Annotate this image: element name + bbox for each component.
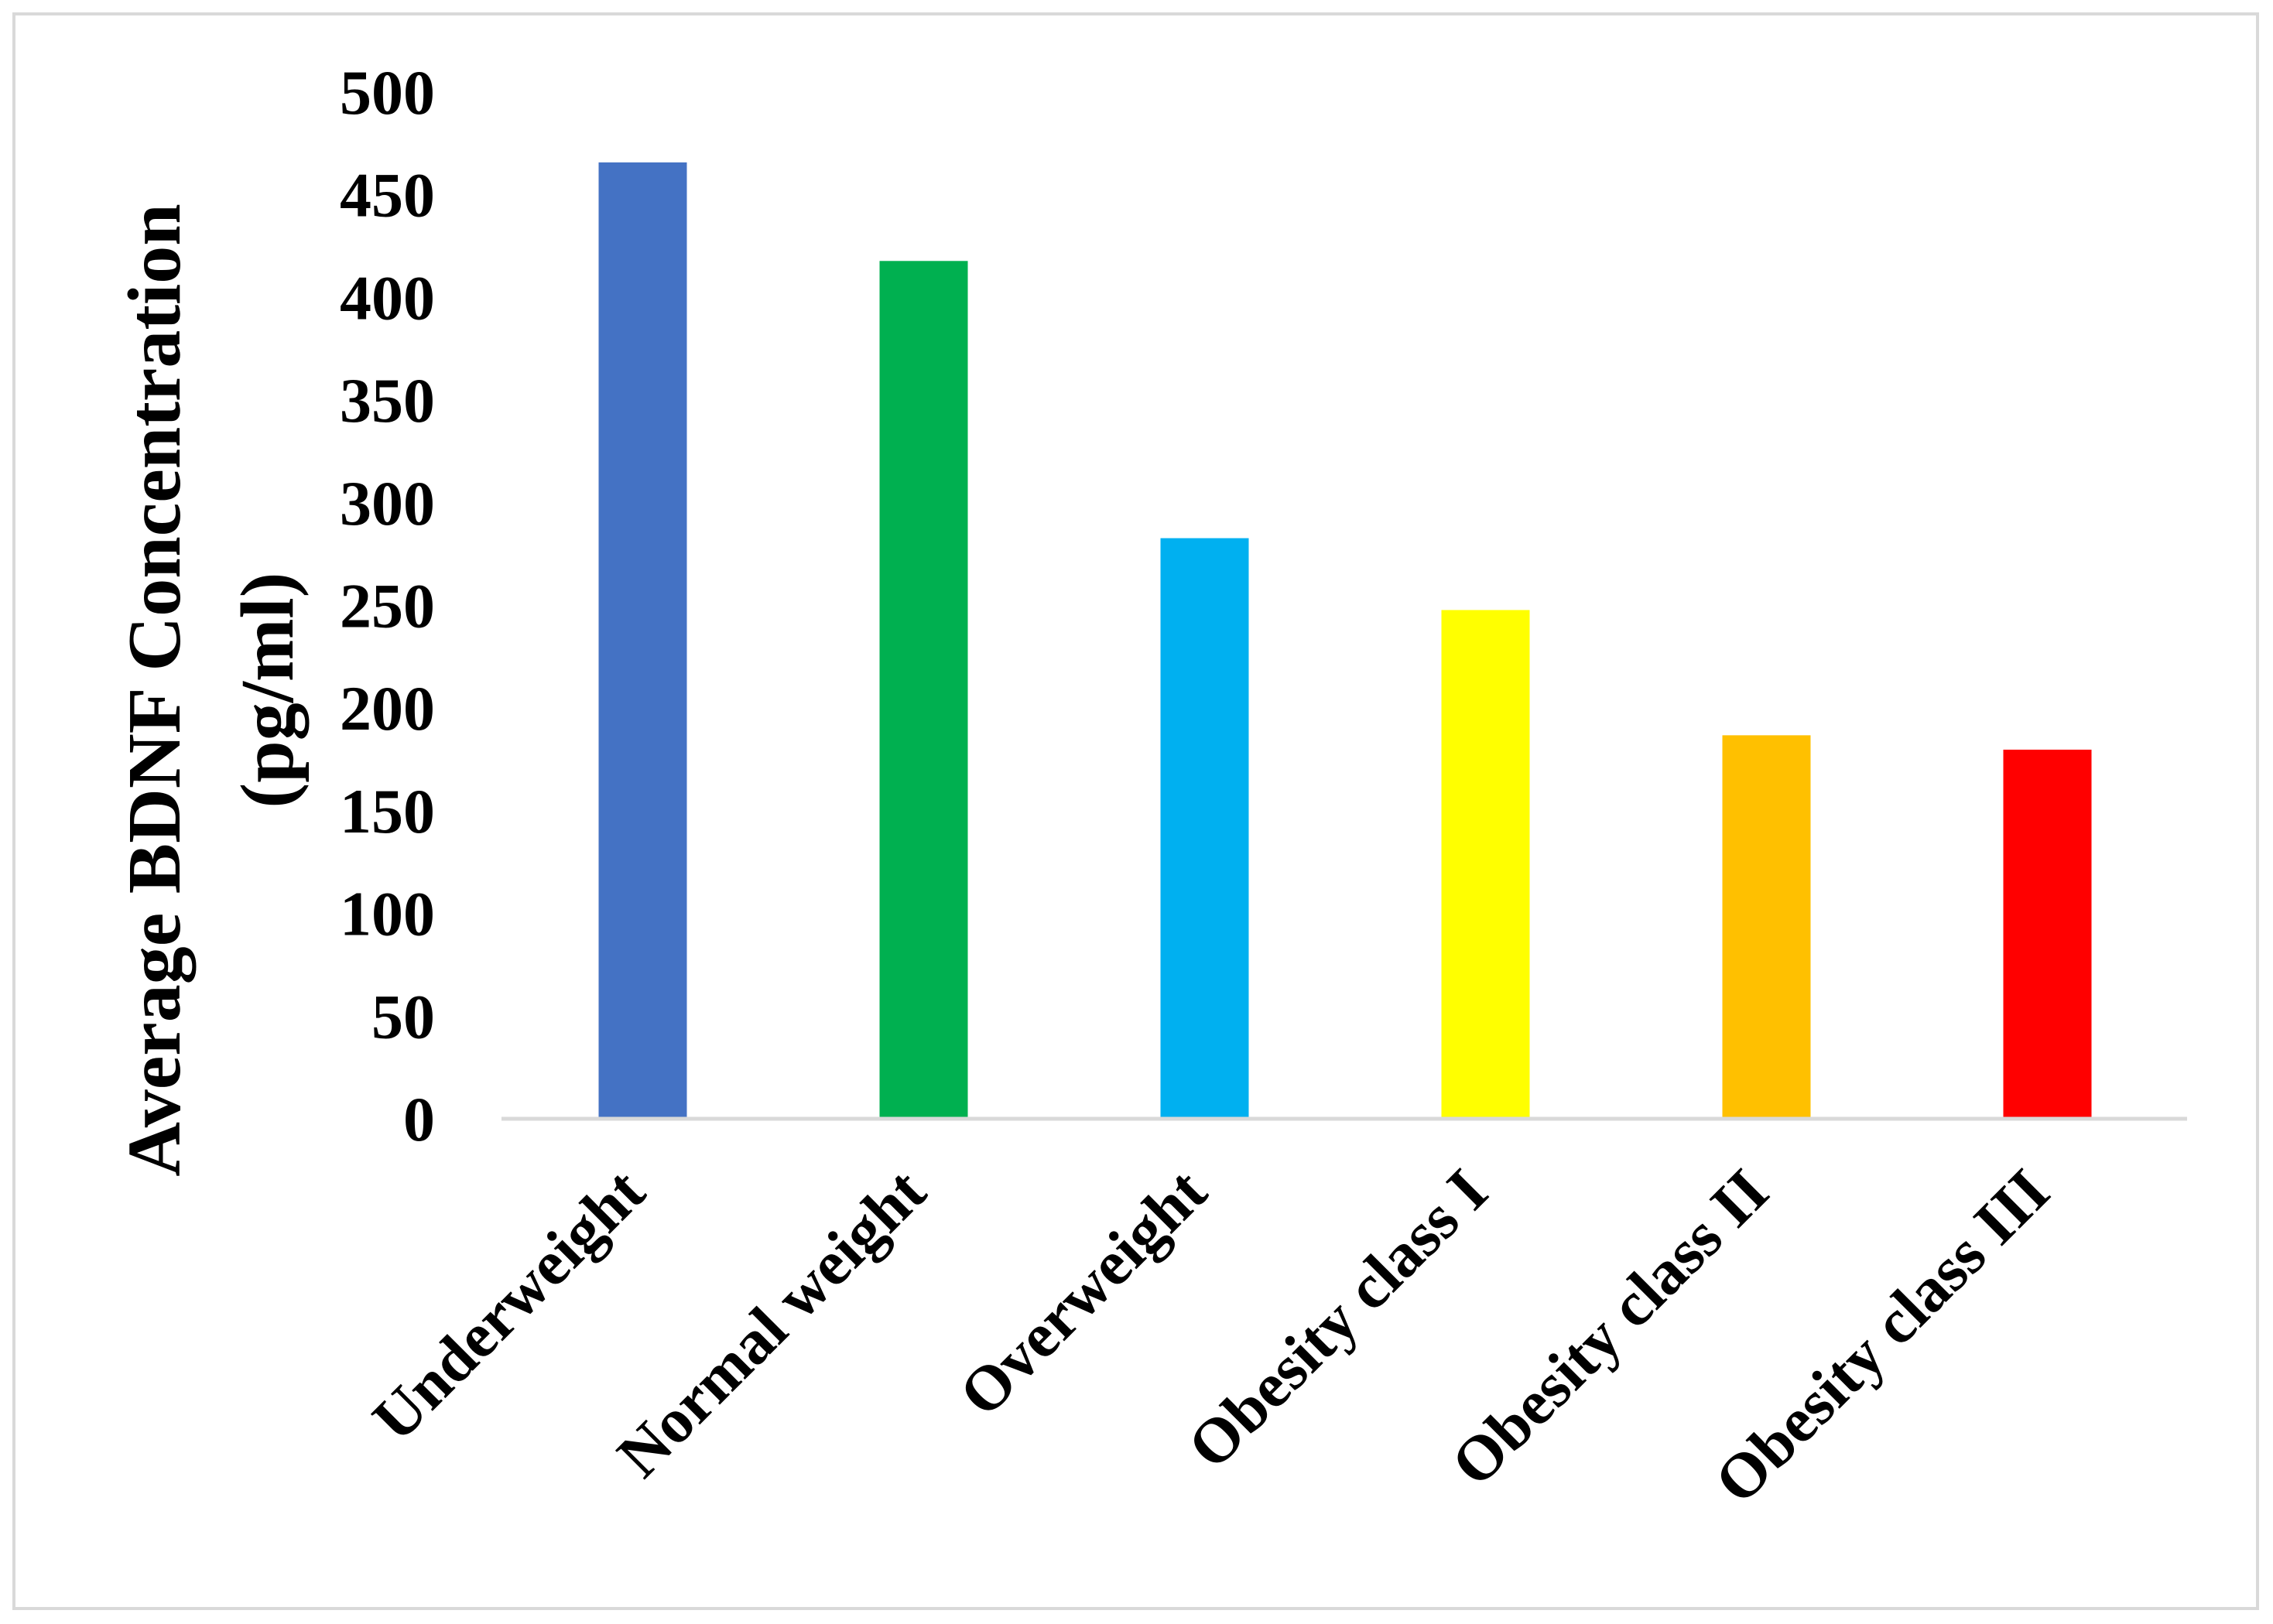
x-tick-label: Obesity class I — [1174, 1155, 1501, 1482]
bar — [879, 261, 968, 1118]
y-tick-label: 500 — [340, 57, 435, 128]
y-tick-label: 50 — [371, 981, 435, 1051]
y-axis-title-line-2: (pg/ml) — [226, 573, 310, 809]
bar — [1441, 610, 1530, 1117]
x-tick-label: Underweight — [359, 1155, 658, 1454]
x-tick-label: Overweight — [946, 1155, 1220, 1429]
bar — [2003, 749, 2092, 1117]
y-tick-label: 300 — [340, 468, 435, 538]
y-tick-label: 250 — [340, 571, 435, 641]
y-tick-label: 350 — [340, 365, 435, 436]
y-axis-ticks: 0 50 100 150 200 250 300 350 400 450 500 — [340, 57, 435, 1154]
y-tick-label: 0 — [403, 1084, 435, 1154]
y-axis-title: Average BDNF Concentration (pg/ml) — [113, 203, 310, 1176]
y-tick-label: 150 — [340, 776, 435, 846]
y-tick-label: 400 — [340, 262, 435, 333]
bar — [1160, 538, 1249, 1117]
y-tick-label: 200 — [340, 673, 435, 744]
bar — [1722, 735, 1811, 1117]
y-axis-title-line-1: Average BDNF Concentration — [113, 203, 197, 1176]
chart-frame — [12, 12, 2259, 1610]
y-tick-label: 450 — [340, 160, 435, 231]
y-tick-label: 100 — [340, 879, 435, 949]
bars — [598, 162, 2092, 1118]
bar — [598, 162, 687, 1117]
